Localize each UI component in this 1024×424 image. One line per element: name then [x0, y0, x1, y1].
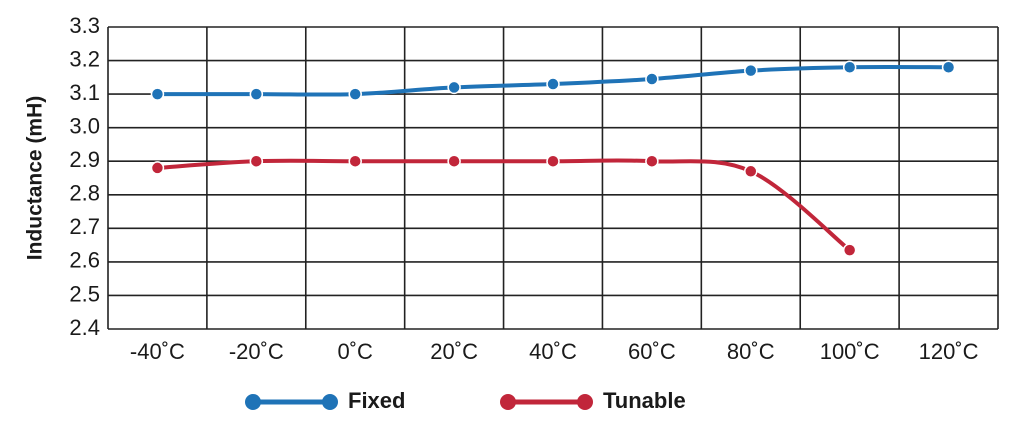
y-tick-label: 3.0 [69, 113, 100, 138]
data-point [447, 154, 461, 168]
y-tick-label: 3.3 [69, 13, 100, 38]
data-point [645, 154, 659, 168]
y-tick-label: 2.5 [69, 281, 100, 306]
y-tick-label: 2.4 [69, 315, 100, 340]
data-point [447, 80, 461, 95]
x-tick-label: 120˚C [919, 339, 979, 364]
y-tick-label: 2.8 [69, 181, 100, 206]
legend-label: Fixed [348, 388, 405, 413]
data-point [249, 87, 264, 101]
y-tick-label: 2.7 [69, 214, 100, 239]
legend-dot [322, 394, 338, 410]
x-tick-label: 40˚C [529, 339, 577, 364]
legend-dot [500, 394, 516, 410]
x-tick-label: -40˚C [130, 339, 185, 364]
data-point [150, 87, 165, 101]
x-tick-label: -20˚C [229, 339, 284, 364]
data-point [744, 63, 758, 78]
x-tick-label: 0˚C [337, 339, 373, 364]
data-point [546, 77, 560, 91]
y-tick-label: 3.1 [69, 80, 100, 105]
x-tick-label: 20˚C [430, 339, 478, 364]
legend-label: Tunable [603, 388, 686, 413]
legend-dot [245, 394, 261, 410]
data-point [744, 164, 758, 179]
data-point [546, 154, 560, 168]
data-point [249, 154, 264, 168]
data-point [941, 60, 956, 75]
legend-dot [577, 394, 593, 410]
y-tick-label: 2.6 [69, 248, 100, 273]
y-axis-title: Inductance (mH) [24, 96, 47, 261]
data-point [645, 72, 659, 86]
x-tick-label: 100˚C [820, 339, 880, 364]
y-tick-label: 2.9 [69, 147, 100, 172]
data-point [348, 154, 362, 168]
y-tick-label: 3.2 [69, 46, 100, 71]
data-point [842, 60, 857, 75]
data-point [348, 87, 362, 101]
x-tick-label: 80˚C [727, 339, 775, 364]
data-point [842, 243, 857, 257]
data-point [150, 161, 165, 175]
x-tick-label: 60˚C [628, 339, 676, 364]
